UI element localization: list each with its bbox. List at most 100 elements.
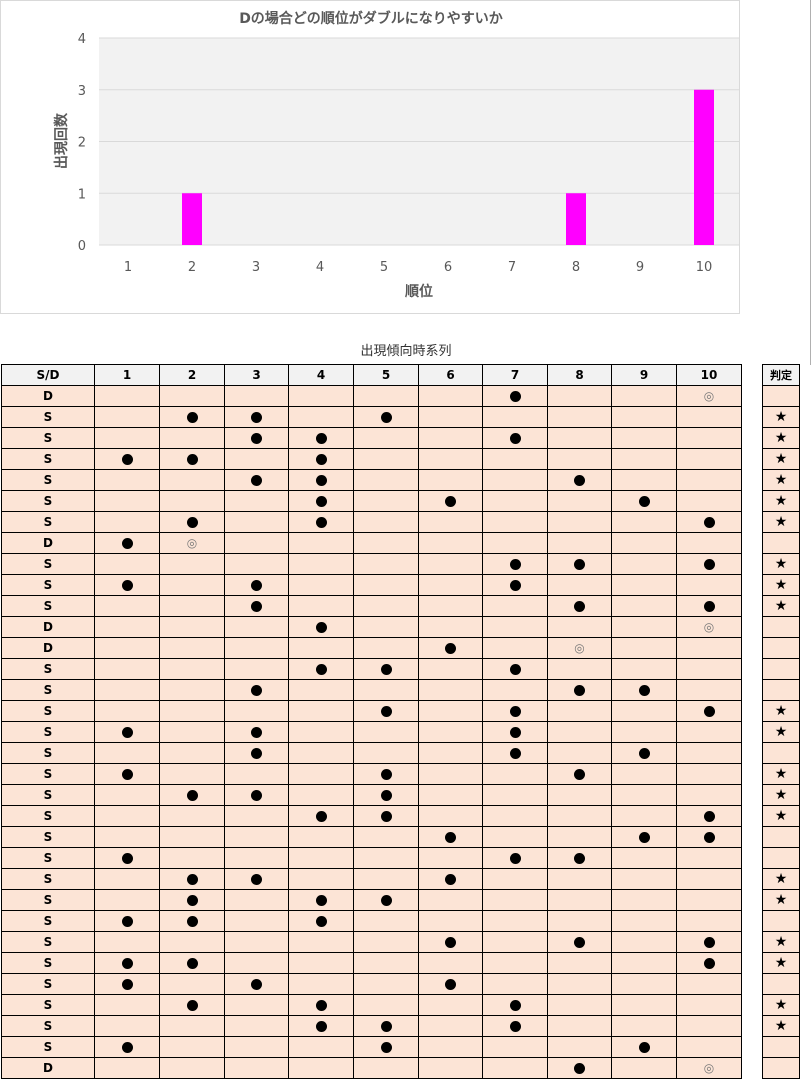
occurrence-dot xyxy=(251,979,262,990)
judge-row: ★ xyxy=(762,1015,800,1037)
occurrence-dot xyxy=(186,517,198,528)
occurrence-dot xyxy=(251,874,262,885)
rank-cell xyxy=(159,952,225,974)
judge-header: 判定 xyxy=(762,364,800,386)
table-row: S xyxy=(1,406,742,428)
rank-cell xyxy=(418,469,483,491)
rank-cell xyxy=(418,532,483,554)
rank-cell xyxy=(159,763,225,785)
rank-cell xyxy=(224,700,289,722)
rank-cell xyxy=(611,658,677,680)
rank-cell xyxy=(94,637,160,659)
rank-cell xyxy=(288,1015,354,1037)
rank-cell xyxy=(94,805,160,827)
rank-cell xyxy=(288,868,354,890)
rank-cell xyxy=(224,994,289,1016)
x-tick-label: 9 xyxy=(636,260,644,275)
occurrence-dot xyxy=(703,811,715,822)
sd-cell: D xyxy=(1,532,95,554)
star-mark: ★ xyxy=(774,451,788,467)
table-row: S xyxy=(1,700,742,722)
rank-cell xyxy=(547,931,612,953)
occurrence-dot xyxy=(703,517,715,528)
chart-panel: 0 1 2 3 4 1 2 3 4 5 6 7 8 9 10 Dの場合どの順位がダブルになりやすいか 順位 出現回… xyxy=(0,0,740,314)
occurrence-dot xyxy=(121,538,133,549)
occurrence-dot xyxy=(251,748,262,759)
rank-cell xyxy=(224,469,289,491)
rank-cell xyxy=(418,847,483,869)
occurrence-table: S/D 1 2 3 4 5 6 7 8 9 10 D ◎ S S S S S S D ◎ S S S D ◎ D ◎ S S S S S S S S… xyxy=(1,364,742,1079)
star-mark: ★ xyxy=(774,808,788,824)
rank-cell xyxy=(482,763,548,785)
double-mark: ◎ xyxy=(186,536,198,550)
occurrence-dot xyxy=(509,559,521,570)
rank-cell xyxy=(94,1057,160,1079)
rank-cell xyxy=(547,427,612,449)
rank-cell xyxy=(547,1057,612,1079)
rank-cell xyxy=(94,826,160,848)
star-mark: ★ xyxy=(774,493,788,509)
table-row: S xyxy=(1,868,742,890)
judge-row: ★ xyxy=(762,490,800,512)
x-axis-label: 順位 xyxy=(405,283,433,300)
rank-cell xyxy=(611,511,677,533)
occurrence-dot xyxy=(251,475,262,486)
rank-cell xyxy=(353,658,419,680)
rank-cell xyxy=(611,490,677,512)
bar xyxy=(182,193,202,245)
judge-row: ★ xyxy=(762,994,800,1016)
table-row: S xyxy=(1,805,742,827)
sd-cell: S xyxy=(1,490,95,512)
rank-cell xyxy=(159,826,225,848)
rank-cell xyxy=(547,763,612,785)
rank-cell xyxy=(418,805,483,827)
sd-cell: S xyxy=(1,427,95,449)
rank-cell xyxy=(224,784,289,806)
rank-cell xyxy=(353,763,419,785)
occurrence-dot xyxy=(445,874,456,885)
occurrence-dot xyxy=(380,706,392,717)
occurrence-dot xyxy=(445,979,456,990)
rank-cell xyxy=(288,826,354,848)
rank-cell xyxy=(224,406,289,428)
sd-cell: S xyxy=(1,889,95,911)
rank-cell xyxy=(547,826,612,848)
rank-cell xyxy=(547,448,612,470)
occurrence-dot xyxy=(574,1063,585,1074)
sd-cell: S xyxy=(1,931,95,953)
sd-cell: S xyxy=(1,574,95,596)
x-tick-label: 2 xyxy=(188,260,196,275)
rank-cell xyxy=(547,511,612,533)
rank-header: 3 xyxy=(224,364,289,386)
rank-cell xyxy=(676,952,742,974)
judge-cell xyxy=(762,532,800,554)
occurrence-dot xyxy=(315,517,327,528)
occurrence-dot xyxy=(380,790,392,801)
x-tick-label: 10 xyxy=(696,260,713,275)
judge-row xyxy=(762,910,800,932)
occurrence-dot xyxy=(638,1042,650,1053)
sd-cell: S xyxy=(1,805,95,827)
occurrence-dot xyxy=(315,496,327,507)
rank-cell xyxy=(159,469,225,491)
occurrence-dot xyxy=(251,727,262,738)
rank-cell xyxy=(482,511,548,533)
rank-cell: ◎ xyxy=(676,1057,742,1079)
judge-row: ★ xyxy=(762,721,800,743)
rank-cell xyxy=(288,952,354,974)
table-row: S xyxy=(1,721,742,743)
table-row: S xyxy=(1,742,742,764)
rank-cell xyxy=(676,658,742,680)
rank-cell xyxy=(676,574,742,596)
occurrence-dot xyxy=(315,1021,327,1032)
rank-cell xyxy=(676,826,742,848)
rank-cell xyxy=(547,490,612,512)
rank-cell xyxy=(547,721,612,743)
sd-cell: S xyxy=(1,1036,95,1058)
rank-cell xyxy=(224,742,289,764)
rank-cell xyxy=(611,385,677,407)
rank-cell xyxy=(353,973,419,995)
rank-cell xyxy=(418,406,483,428)
table-row: S xyxy=(1,763,742,785)
judge-cell: ★ xyxy=(762,994,800,1016)
